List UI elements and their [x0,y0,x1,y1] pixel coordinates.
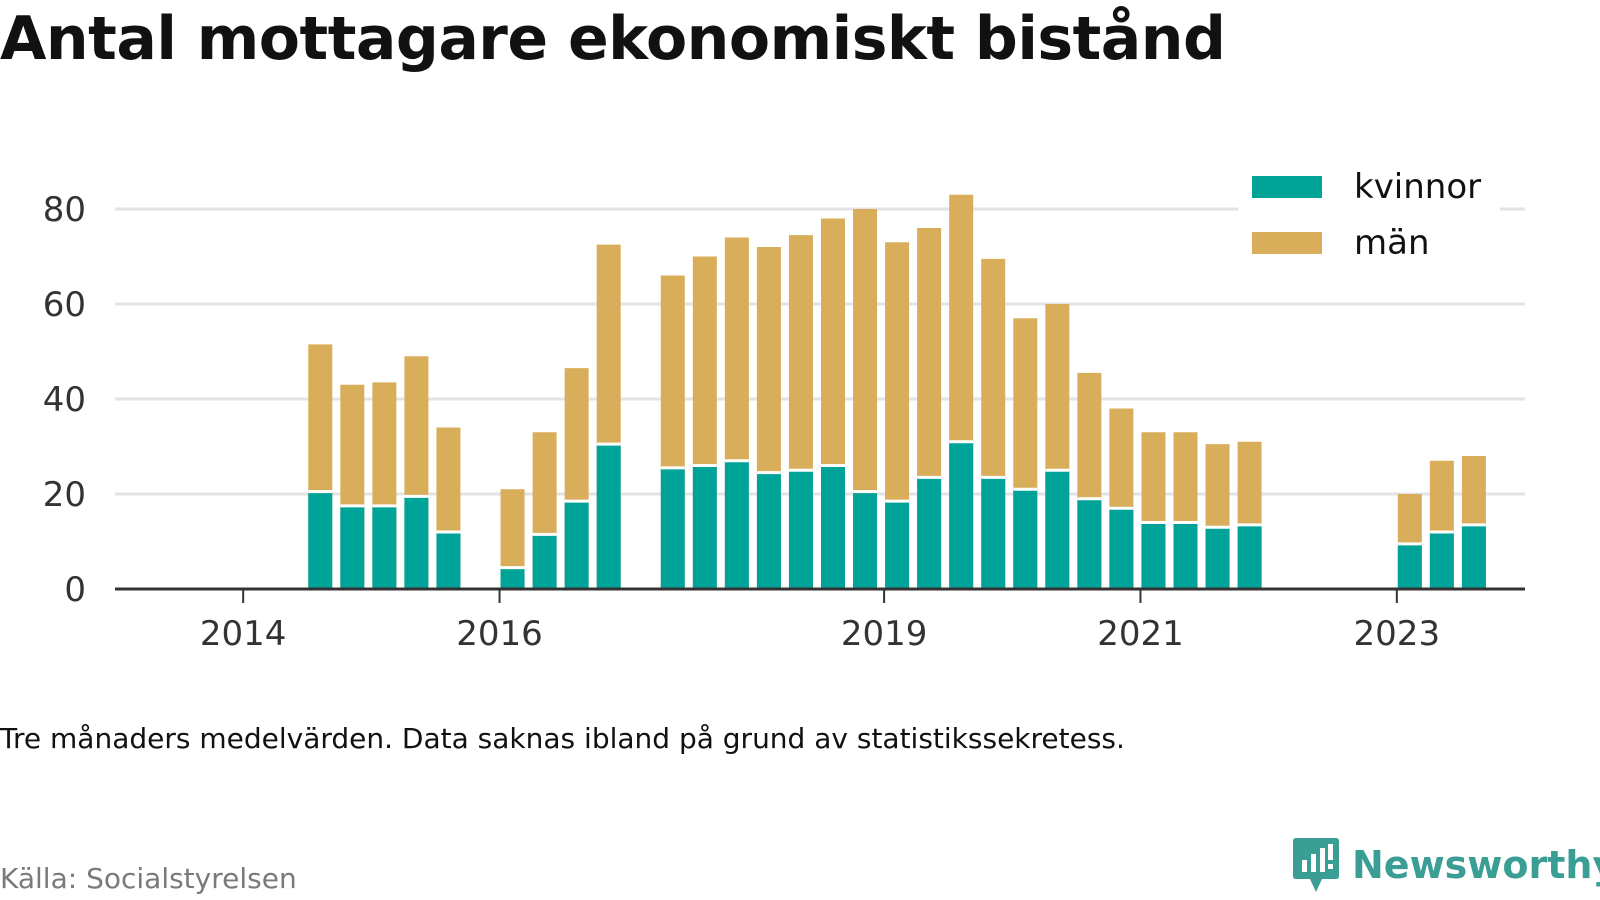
bar-kvinnor [756,472,781,589]
x-tick-label: 2019 [841,614,928,654]
brand-logo: Newsworthy [1292,836,1600,894]
bar-kvinnor [1461,524,1486,589]
bar-kvinnor [1397,543,1422,589]
bar-kvinnor [532,534,557,589]
bar-kvinnor [1077,498,1102,589]
bar-kvinnor [436,532,461,589]
bar-man [500,489,525,589]
bar-kvinnor [1045,470,1070,589]
chart-title: Antal mottagare ekonomiskt bistånd [0,4,1226,74]
legend-swatch [1252,232,1322,254]
y-tick-label: 20 [43,475,86,515]
bar-chart: 0 20 40 60 80 2014 2016 2019 2021 2023 kvinnor mä… [43,165,1525,654]
x-tick-label: 2014 [200,614,287,654]
newsworthy-logo-icon [1293,838,1339,892]
bar-kvinnor [1429,532,1454,589]
bar-kvinnor [660,467,685,589]
bar-kvinnor [1173,522,1198,589]
x-tick-label: 2016 [456,614,543,654]
source-note: Källa: Socialstyrelsen [0,862,297,895]
bar-kvinnor [917,477,942,589]
bar-kvinnor [788,470,813,589]
bar-kvinnor [853,491,878,589]
bar-kvinnor [1205,527,1230,589]
legend-swatch [1252,176,1322,198]
legend-label: män [1354,223,1430,263]
brand-name: Newsworthy [1352,843,1600,887]
bar-kvinnor [724,460,749,589]
bar-kvinnor [885,501,910,589]
bar-kvinnor [372,505,397,589]
bar-kvinnor [1141,522,1166,589]
y-tick-label: 40 [43,380,86,420]
x-axis-ticks: 2014 2016 2019 2021 2023 [200,589,1440,654]
bar-kvinnor [596,444,621,589]
y-tick-label: 0 [64,570,86,610]
bar-kvinnor [949,441,974,589]
legend-label: kvinnor [1354,167,1481,207]
bar-kvinnor [1013,489,1038,589]
y-tick-label: 60 [43,285,86,325]
bar-kvinnor [1109,508,1134,589]
bar-kvinnor [500,567,525,589]
bar-kvinnor [1237,524,1262,589]
x-tick-label: 2023 [1354,614,1441,654]
bar-kvinnor [308,491,333,589]
y-tick-label: 80 [43,190,86,230]
y-axis-ticks: 0 20 40 60 80 [43,190,86,610]
bar-kvinnor [404,496,429,589]
bars [308,194,1486,589]
legend: kvinnor män [1238,165,1500,275]
chart-caption: Tre månaders medelvärden. Data saknas ib… [0,722,1125,755]
bar-kvinnor [821,465,845,589]
bar-kvinnor [981,477,1006,589]
x-tick-label: 2021 [1097,614,1184,654]
bar-kvinnor [564,501,589,589]
bar-kvinnor [340,505,365,589]
bar-kvinnor [692,465,717,589]
